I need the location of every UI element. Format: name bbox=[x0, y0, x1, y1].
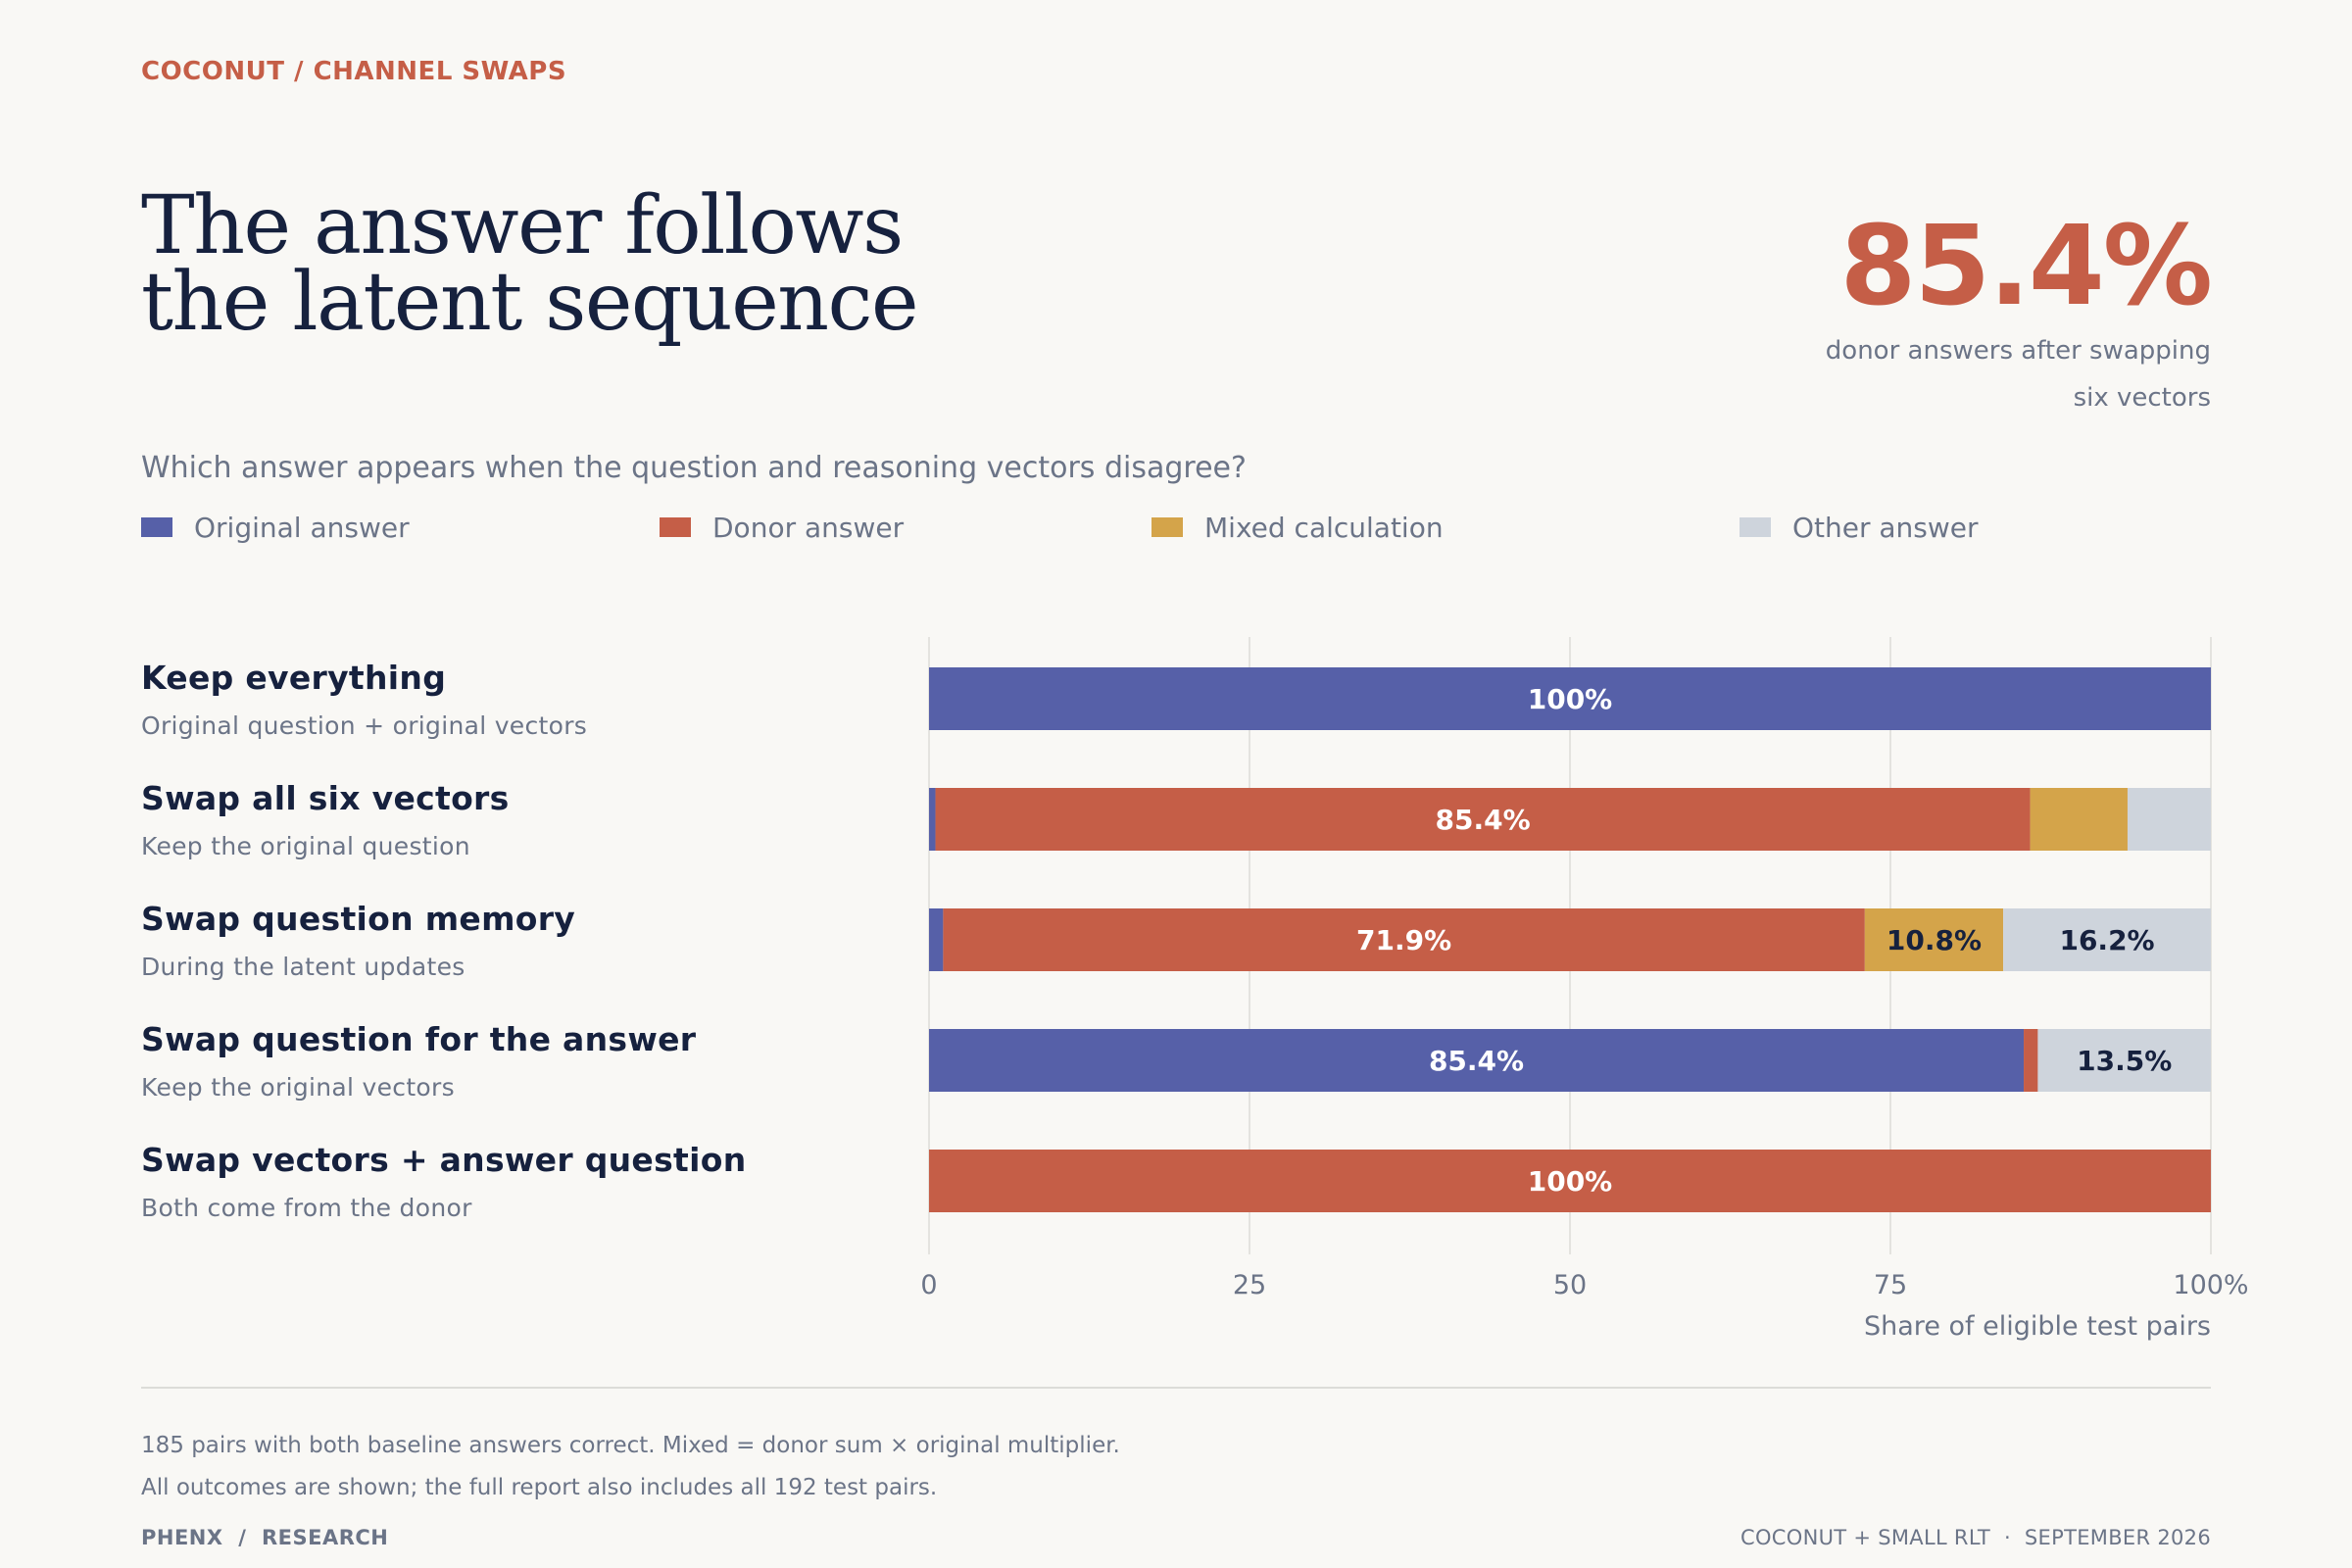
legend-label: Other answer bbox=[1792, 511, 1979, 544]
data-label: 10.8% bbox=[1886, 924, 1982, 956]
legend-item-donor: Donor answer bbox=[660, 510, 904, 545]
legend-item-original: Original answer bbox=[141, 510, 410, 545]
bar-segment bbox=[929, 1150, 2211, 1212]
row-title: Swap question for the answer bbox=[141, 1020, 697, 1058]
row-subtitle: Original question + original vectors bbox=[141, 711, 588, 740]
bar-segment bbox=[929, 667, 2211, 730]
data-label: 71.9% bbox=[1356, 924, 1451, 956]
bar-segment bbox=[943, 908, 1865, 971]
row-subtitle: During the latent updates bbox=[141, 953, 466, 981]
x-tick-label: 25 bbox=[1233, 1270, 1266, 1300]
footnote: All outcomes are shown; the full report … bbox=[141, 1475, 938, 1500]
legend-label: Mixed calculation bbox=[1204, 511, 1444, 544]
bar-segment bbox=[929, 908, 944, 971]
row-title: Keep everything bbox=[141, 659, 447, 697]
data-label: 13.5% bbox=[2077, 1045, 2172, 1077]
bar-segment bbox=[2127, 788, 2211, 851]
legend-label: Original answer bbox=[194, 511, 410, 544]
legend-swatch-mixed bbox=[1152, 517, 1183, 537]
bar-segment bbox=[2030, 788, 2128, 851]
bar-segment bbox=[935, 788, 2031, 851]
x-axis-title: Share of eligible test pairs bbox=[1864, 1311, 2211, 1342]
bar-segment bbox=[2003, 908, 2211, 971]
row-title: Swap question memory bbox=[141, 900, 576, 938]
legend-item-other: Other answer bbox=[1740, 510, 1979, 545]
row-title: Swap vectors + answer question bbox=[141, 1141, 747, 1179]
divider bbox=[141, 1387, 2211, 1389]
legend-swatch-original bbox=[141, 517, 172, 537]
legend-swatch-other bbox=[1740, 517, 1771, 537]
headline-stat-label: donor answers after swapping six vectors bbox=[1825, 336, 2211, 413]
x-tick-label: 75 bbox=[1874, 1270, 1907, 1300]
page-title: The answer follows the latent sequence bbox=[141, 179, 918, 349]
chart-question: Which answer appears when the question a… bbox=[141, 451, 1247, 485]
legend-item-mixed: Mixed calculation bbox=[1152, 510, 1444, 545]
kicker: COCONUT / CHANNEL SWAPS bbox=[141, 57, 567, 86]
legend-swatch-donor bbox=[660, 517, 691, 537]
row-subtitle: Keep the original vectors bbox=[141, 1073, 455, 1102]
footer-brand: PHENX / RESEARCH bbox=[141, 1526, 389, 1549]
row-title: Swap all six vectors bbox=[141, 779, 510, 817]
row-subtitle: Keep the original question bbox=[141, 832, 470, 860]
bar-segment bbox=[2037, 1029, 2211, 1092]
bar-segment bbox=[2024, 1029, 2038, 1092]
bar-segment bbox=[1864, 908, 2004, 971]
footer-source: COCONUT + SMALL RLT · SEPTEMBER 2026 bbox=[1740, 1526, 2211, 1549]
footnote: 185 pairs with both baseline answers cor… bbox=[141, 1433, 1120, 1458]
bar-segment bbox=[929, 1029, 2025, 1092]
x-tick-label: 0 bbox=[920, 1270, 937, 1300]
data-label: 85.4% bbox=[1435, 804, 1530, 836]
headline-stat-value: 85.4% bbox=[1839, 203, 2213, 330]
data-label: 16.2% bbox=[2059, 924, 2154, 956]
row-subtitle: Both come from the donor bbox=[141, 1194, 472, 1222]
legend-label: Donor answer bbox=[712, 511, 905, 544]
x-tick-label: 100% bbox=[2173, 1270, 2248, 1300]
data-label: 100% bbox=[1528, 1165, 1613, 1198]
data-label: 85.4% bbox=[1429, 1045, 1524, 1077]
data-label: 100% bbox=[1528, 683, 1613, 715]
bar-segment bbox=[929, 788, 936, 851]
x-tick-label: 50 bbox=[1553, 1270, 1587, 1300]
